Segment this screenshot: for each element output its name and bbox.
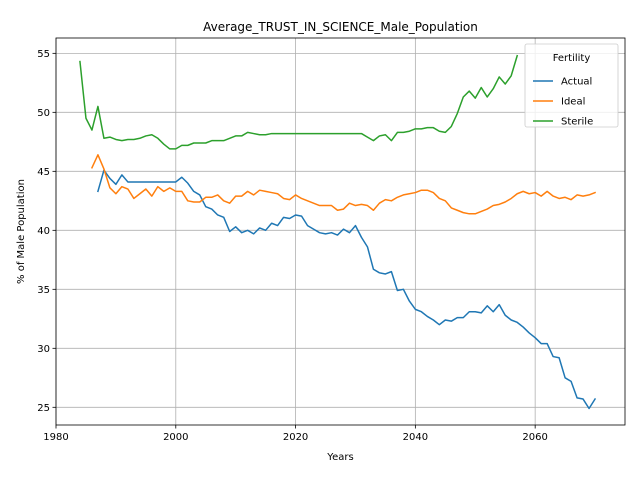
series-lines: [79, 54, 597, 410]
legend-box: [524, 43, 619, 128]
y-axis-label: % of Male Population: [16, 179, 27, 284]
series-line-ideal: [90, 154, 597, 215]
y-tick-label: 45: [37, 167, 50, 178]
legend-label-ideal: Ideal: [561, 97, 585, 108]
y-axis: 25 30 35 40 45 50 55: [37, 49, 56, 414]
y-tick-label: 40: [37, 226, 50, 237]
series-line-actual: [97, 169, 597, 410]
legend-title: Fertility: [553, 53, 591, 64]
legend: Fertility Actual Ideal Sterile: [524, 43, 619, 128]
legend-label-actual: Actual: [561, 77, 592, 88]
y-tick-label: 25: [37, 403, 50, 414]
y-tick-label: 35: [37, 285, 50, 296]
x-tick-label: 2060: [522, 432, 547, 443]
x-axis: 1980 2000 2020 2040 2060: [43, 425, 548, 443]
chart-title: Average_TRUST_IN_SCIENCE_Male_Population: [203, 20, 478, 34]
x-tick-label: 2020: [283, 432, 308, 443]
x-tick-label: 1980: [43, 432, 68, 443]
x-tick-label: 2040: [403, 432, 428, 443]
legend-label-sterile: Sterile: [561, 117, 593, 128]
y-tick-label: 50: [37, 108, 50, 119]
y-tick-label: 30: [37, 344, 50, 355]
series-line-sterile: [79, 54, 519, 150]
x-tick-label: 2000: [163, 432, 188, 443]
y-tick-label: 55: [37, 49, 50, 60]
x-axis-label: Years: [326, 452, 353, 463]
plot-frame: [55, 37, 626, 426]
